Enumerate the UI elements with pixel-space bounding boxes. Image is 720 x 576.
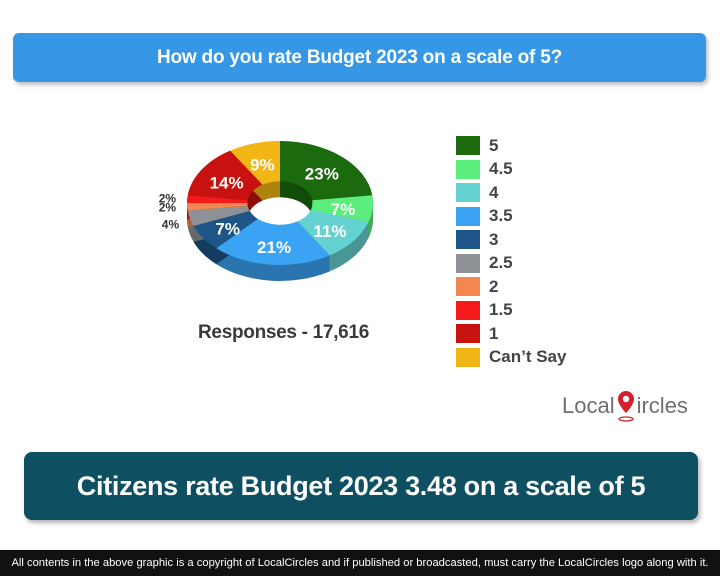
- footer-text: All contents in the above graphic is a c…: [11, 557, 709, 569]
- conclusion-text: Citizens rate Budget 2023 3.48 on a scal…: [76, 470, 646, 501]
- legend-item: Can’t Say: [456, 346, 566, 370]
- slice-5: [187, 205, 250, 226]
- legend-swatch: [456, 300, 480, 320]
- localcircles-logo: Local ircles: [562, 390, 688, 422]
- slice-label-7: 2%: [159, 192, 177, 206]
- legend-label: 2.5: [489, 253, 513, 273]
- legend-swatch: [456, 277, 480, 297]
- legend-swatch: [456, 253, 480, 273]
- donut-chart: 23% 7% 11% 21% 7% 4% 2%2% 14% 9%: [159, 141, 373, 281]
- slice-8: [187, 150, 263, 201]
- slice-label-3: 21%: [257, 238, 291, 257]
- slice-6: [187, 203, 248, 211]
- legend-item: 4: [456, 181, 566, 205]
- legend-swatch: [456, 206, 480, 226]
- slice-3: [216, 218, 330, 265]
- legend-label: 1.5: [489, 300, 513, 320]
- slice-2: [297, 209, 369, 256]
- slice-label-2: 11%: [313, 222, 346, 241]
- slice-label-5: 4%: [162, 217, 180, 231]
- legend-swatch: [456, 230, 480, 250]
- slice-label-0: 23%: [305, 164, 339, 183]
- slice-1: [310, 195, 373, 223]
- legend-item: 3.5: [456, 205, 566, 229]
- slice-7: [187, 195, 248, 203]
- legend-item: 1.5: [456, 299, 566, 323]
- legend-item: 3: [456, 228, 566, 252]
- legend-item: 1: [456, 322, 566, 346]
- legend-item: 2.5: [456, 252, 566, 276]
- copyright-footer: All contents in the above graphic is a c…: [0, 550, 720, 576]
- legend-label: 5: [489, 135, 499, 155]
- map-pin-icon: [617, 391, 634, 422]
- logo-text-local: Local: [562, 393, 615, 418]
- legend-swatch: [456, 159, 480, 179]
- logo-text-ircles: ircles: [636, 393, 688, 418]
- legend-swatch: [456, 347, 480, 367]
- slice-label-1: 7%: [331, 200, 356, 219]
- legend-label: 3.5: [489, 206, 513, 226]
- legend-swatch: [456, 136, 480, 156]
- legend-label: 4.5: [489, 159, 513, 179]
- legend-label: 1: [489, 323, 499, 343]
- legend-label: 2: [489, 276, 499, 296]
- slice-label-4: 7%: [215, 220, 240, 239]
- chart-legend: 5 4.5 4 3.5 3 2.5 2 1.5 1 Can’t Say: [456, 134, 566, 369]
- legend-label: 4: [489, 182, 499, 202]
- question-banner: How do you rate Budget 2023 on a scale o…: [13, 33, 706, 82]
- slice-4: [193, 210, 258, 249]
- legend-item: 4.5: [456, 158, 566, 182]
- question-title: How do you rate Budget 2023 on a scale o…: [156, 46, 563, 68]
- legend-label: Can’t Say: [489, 347, 567, 367]
- slice-label-8: 14%: [210, 173, 244, 192]
- legend-item: 2: [456, 275, 566, 299]
- conclusion-banner: Citizens rate Budget 2023 3.48 on a scal…: [24, 452, 698, 520]
- legend-label: 3: [489, 229, 499, 249]
- legend-item: 5: [456, 134, 566, 158]
- slice-label-9: 9%: [250, 156, 275, 175]
- responses-count: Responses - 17,616: [198, 322, 369, 343]
- slice-9: [230, 141, 280, 185]
- legend-swatch: [456, 324, 480, 344]
- slice-label-6: 2%: [159, 200, 177, 214]
- legend-swatch: [456, 183, 480, 203]
- slice-0: [280, 141, 373, 201]
